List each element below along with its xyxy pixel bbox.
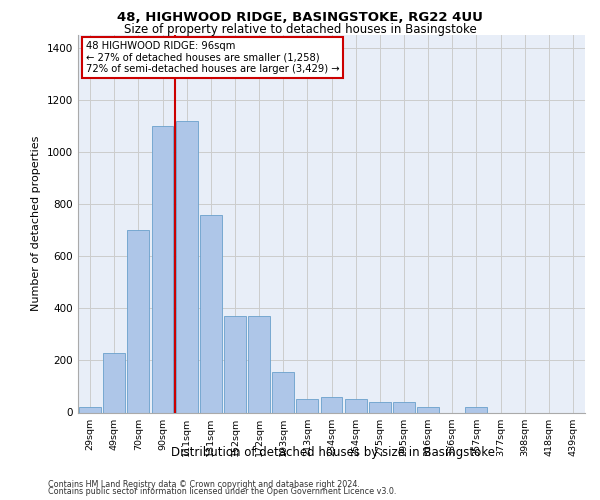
Bar [369, 402, 391, 412]
Bar [345, 400, 367, 412]
Text: Size of property relative to detached houses in Basingstoke: Size of property relative to detached ho… [124, 22, 476, 36]
Bar [417, 408, 439, 412]
Bar [224, 316, 246, 412]
Text: Distribution of detached houses by size in Basingstoke: Distribution of detached houses by size … [171, 446, 495, 459]
Bar [127, 230, 149, 412]
Y-axis label: Number of detached properties: Number of detached properties [31, 136, 41, 312]
Bar [466, 408, 487, 412]
Text: Contains HM Land Registry data © Crown copyright and database right 2024.: Contains HM Land Registry data © Crown c… [48, 480, 360, 489]
Bar [272, 372, 294, 412]
Text: 48 HIGHWOOD RIDGE: 96sqm
← 27% of detached houses are smaller (1,258)
72% of sem: 48 HIGHWOOD RIDGE: 96sqm ← 27% of detach… [86, 40, 339, 74]
Bar [176, 121, 197, 412]
Bar [248, 316, 270, 412]
Bar [79, 408, 101, 412]
Bar [393, 402, 415, 412]
Bar [296, 400, 318, 412]
Bar [320, 397, 343, 412]
Text: 48, HIGHWOOD RIDGE, BASINGSTOKE, RG22 4UU: 48, HIGHWOOD RIDGE, BASINGSTOKE, RG22 4U… [117, 11, 483, 24]
Bar [200, 214, 221, 412]
Bar [152, 126, 173, 412]
Bar [103, 352, 125, 412]
Text: Contains public sector information licensed under the Open Government Licence v3: Contains public sector information licen… [48, 487, 397, 496]
